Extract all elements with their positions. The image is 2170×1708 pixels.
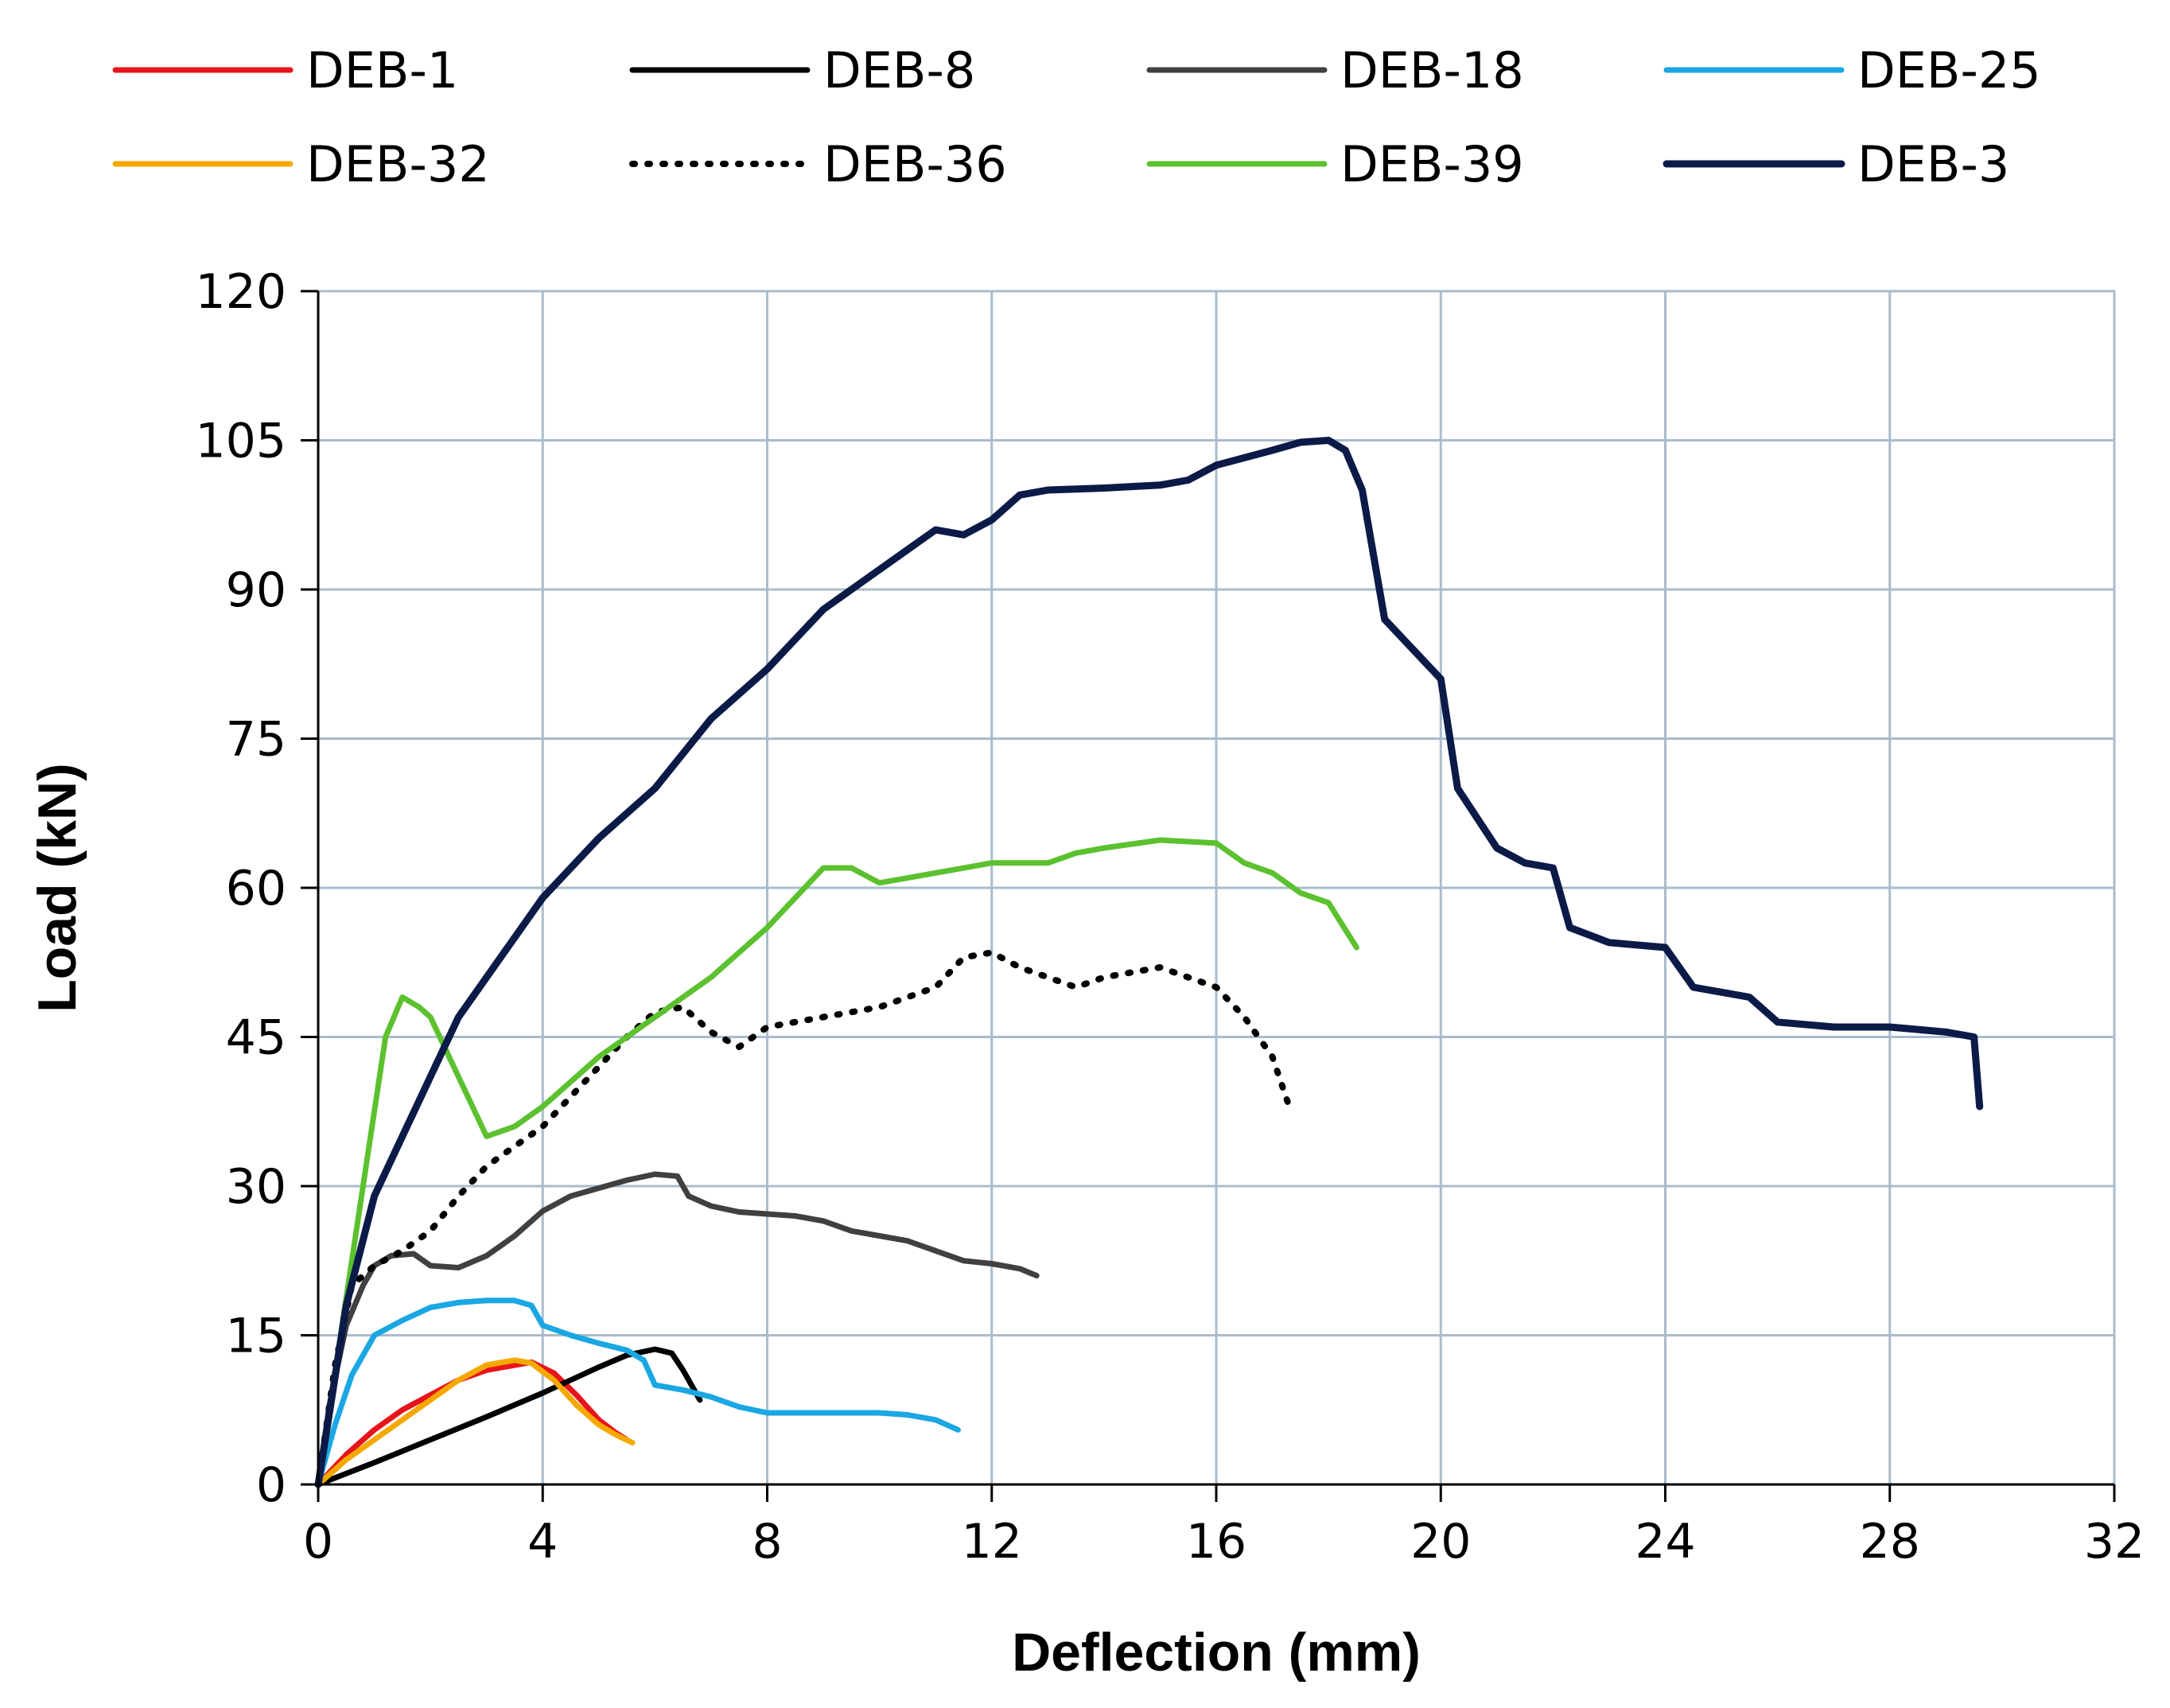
x-tick-label: 20 (1410, 1514, 1471, 1570)
axes (301, 290, 2116, 1502)
x-tick-label: 0 (303, 1514, 333, 1570)
x-tick-labels: 0 4 8 12 16 20 24 28 32 (303, 1514, 2145, 1570)
y-tick-label: 90 (226, 562, 286, 618)
y-tick-label: 120 (195, 264, 286, 320)
x-tick-label: 16 (1186, 1514, 1246, 1570)
legend-item-deb-3: DEB-3 (1662, 135, 2009, 193)
legend-label: DEB-8 (823, 41, 975, 99)
legend-item-deb-39: DEB-39 (1146, 135, 1524, 193)
legend-label: DEB-39 (1340, 135, 1524, 193)
y-tick-labels: 0 15 30 45 60 75 90 105 120 (195, 264, 286, 1513)
series-line-deb-18 (315, 1171, 1040, 1488)
y-tick-label: 105 (195, 414, 286, 469)
legend-item-deb-36: DEB-36 (629, 135, 1007, 193)
x-tick-label: 28 (1860, 1514, 1920, 1570)
y-tick-label: 60 (226, 861, 286, 916)
x-tick-label: 4 (527, 1514, 558, 1570)
x-tick-label: 8 (752, 1514, 782, 1570)
x-tick-label: 12 (962, 1514, 1022, 1570)
series-lines (314, 437, 1984, 1488)
legend-label: DEB-18 (1340, 41, 1524, 99)
series-line-deb-36 (315, 949, 1293, 1488)
series-line-deb-3 (314, 437, 1984, 1488)
legend-label: DEB-36 (823, 135, 1007, 193)
legend-item-deb-8: DEB-8 (629, 41, 975, 99)
x-tick-label: 32 (2084, 1514, 2145, 1570)
y-axis-title: Load (kN) (27, 763, 88, 1013)
series-line-deb-25 (315, 1298, 961, 1488)
legend-label: DEB-32 (306, 135, 490, 193)
series-line-deb-1 (315, 1359, 630, 1488)
gridlines (317, 290, 2116, 1486)
legend-item-deb-18: DEB-18 (1146, 41, 1524, 99)
x-tick-label: 24 (1635, 1514, 1695, 1570)
y-tick-label: 0 (256, 1457, 286, 1513)
legend-label: DEB-3 (1857, 135, 2009, 193)
series-line-deb-32 (315, 1357, 636, 1488)
series-line-deb-8 (315, 1346, 703, 1488)
y-tick-label: 30 (226, 1159, 286, 1215)
y-tick-label: 45 (226, 1010, 286, 1066)
legend-item-deb-32: DEB-32 (112, 135, 490, 193)
legend-item-deb-25: DEB-25 (1663, 41, 2041, 99)
y-tick-label: 15 (226, 1309, 286, 1364)
series-line-deb-39 (315, 837, 1359, 1488)
x-axis-title: Deflection (mm) (1012, 1622, 1421, 1683)
legend-label: DEB-25 (1857, 41, 2041, 99)
legend-label: DEB-1 (306, 41, 458, 99)
legend: DEB-1 DEB-8 DEB-18 DEB-25 DEB-32 DEB-36 DEB-39… (112, 41, 2041, 193)
y-tick-label: 75 (226, 712, 286, 768)
legend-item-deb-1: DEB-1 (112, 41, 458, 99)
